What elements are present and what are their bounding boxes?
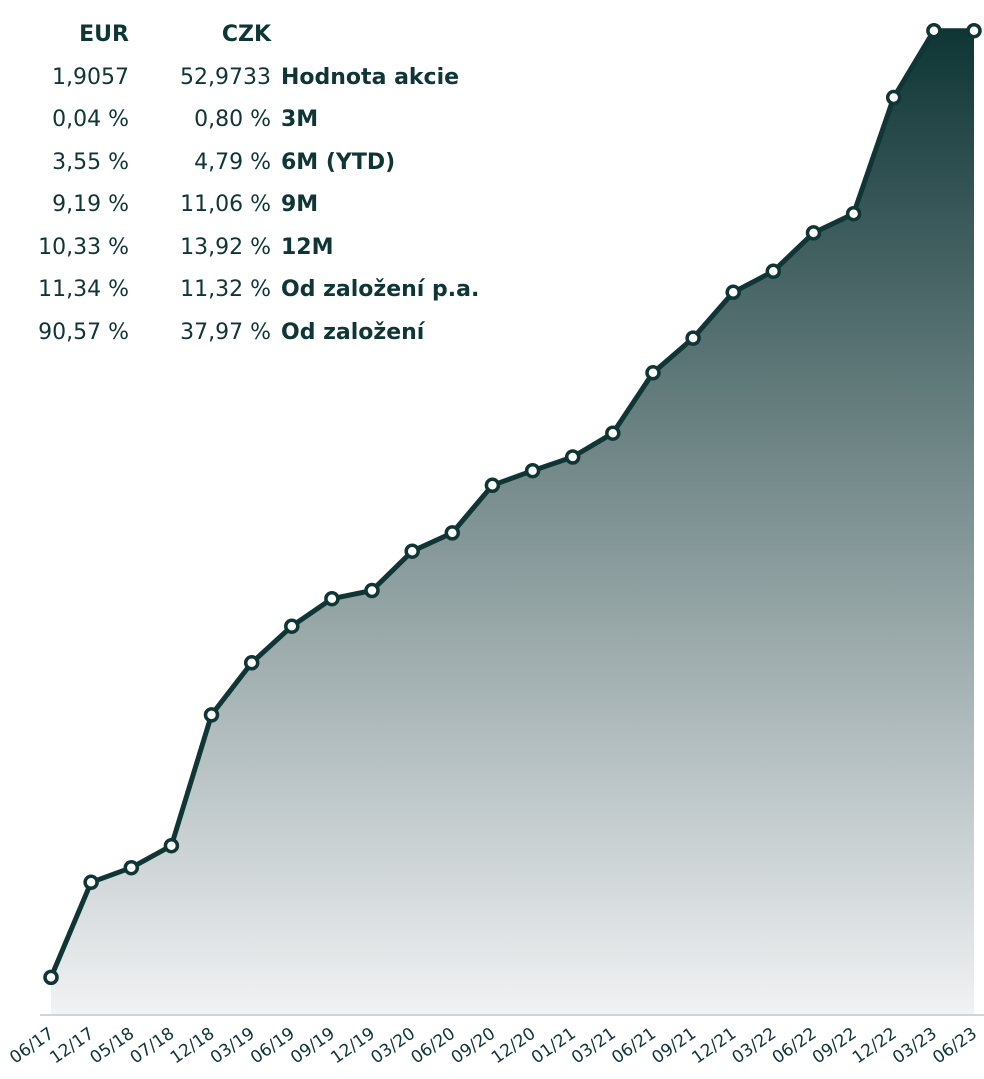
row-label: 12M (281, 234, 334, 260)
x-tick-label: 03/19 (207, 1024, 259, 1068)
x-tick-label: 12/17 (46, 1024, 98, 1068)
data-point-06-22 (805, 225, 822, 241)
x-tick-label: 06/19 (247, 1024, 299, 1068)
area-fill (51, 30, 974, 1014)
data-point-06-23 (966, 22, 982, 39)
eur-value: 90,57 % (38, 319, 129, 345)
x-tick-label: 05/18 (87, 1024, 139, 1068)
x-tick-label: 12/19 (327, 1024, 379, 1068)
data-markers (43, 22, 982, 986)
x-tick-label: 06/17 (6, 1024, 58, 1068)
czk-column-header: CZK (221, 22, 271, 47)
data-point-06-19 (284, 618, 300, 634)
x-tick-label: 01/21 (528, 1024, 580, 1068)
data-point-03-21 (605, 425, 621, 441)
czk-value: 13,92 % (180, 234, 271, 260)
data-point-03-23 (926, 22, 942, 39)
row-label: Od založení p.a. (281, 277, 480, 302)
x-tick-label: 09/21 (648, 1024, 700, 1068)
czk-value: 37,97 % (180, 319, 271, 345)
x-tick-label: 09/19 (287, 1024, 339, 1068)
stats-row-share-value: 1,9057 52,9733 Hodnota akcie (8, 57, 479, 100)
x-tick-labels: 06/1712/1705/1807/1812/1803/1906/1909/19… (6, 1024, 981, 1068)
row-label: Od založení (281, 319, 425, 345)
czk-value: 4,79 % (194, 149, 271, 175)
row-label: 6M (YTD) (281, 149, 396, 175)
x-tick-label: 03/21 (568, 1024, 620, 1068)
data-point-06-20 (444, 525, 461, 541)
x-tick-label: 06/21 (608, 1024, 660, 1068)
x-tick-label: 03/22 (729, 1024, 781, 1068)
data-point-03-19 (243, 655, 260, 671)
czk-value: 52,9733 (180, 64, 271, 90)
x-tick-label: 06/23 (929, 1024, 981, 1068)
row-label: 3M (281, 107, 319, 132)
x-tick-label: 12/21 (688, 1024, 740, 1068)
czk-value: 11,32 % (180, 277, 271, 302)
data-point-12-17 (83, 874, 99, 891)
row-label: Hodnota akcie (281, 64, 460, 90)
data-point-12-19 (364, 582, 380, 599)
row-label: 9M (281, 192, 319, 217)
eur-value: 1,9057 (52, 64, 129, 90)
data-point-12-21 (725, 284, 741, 301)
data-point-09-21 (685, 330, 701, 346)
data-point-12-20 (524, 462, 541, 479)
label-column-header (271, 14, 479, 57)
data-point-06-17 (43, 969, 59, 986)
czk-value: 11,06 % (180, 192, 271, 217)
stats-table: EUR CZK 1,9057 52,9733 Hodnota akcie 0,0… (8, 14, 479, 354)
data-point-03-20 (404, 543, 420, 559)
stats-header-row: EUR CZK (8, 14, 479, 57)
x-tick-label: 12/20 (488, 1024, 540, 1068)
stats-row-6m: 3,55 % 4,79 % 6M (YTD) (8, 142, 479, 185)
eur-value: 11,34 % (38, 277, 129, 302)
eur-column-header: EUR (79, 22, 129, 47)
eur-value: 0,04 % (52, 107, 129, 132)
stats-row-since-inception: 90,57 % 37,97 % Od založení (8, 312, 479, 355)
stats-row-9m: 9,19 % 11,06 % 9M (8, 184, 479, 227)
stats-row-12m: 10,33 % 13,92 % 12M (8, 227, 479, 270)
data-point-09-20 (484, 477, 501, 494)
eur-value: 9,19 % (52, 192, 129, 217)
data-point-09-19 (324, 590, 340, 607)
x-tick-label: 06/20 (408, 1024, 460, 1068)
data-point-09-22 (845, 205, 862, 222)
czk-value: 0,80 % (194, 107, 271, 132)
data-point-05-18 (123, 859, 140, 876)
stats-row-3m: 0,04 % 0,80 % 3M (8, 99, 479, 142)
x-tick-label: 12/22 (849, 1024, 901, 1068)
x-tick-label: 03/23 (889, 1024, 941, 1068)
x-tick-label: 03/20 (367, 1024, 419, 1068)
data-point-01-21 (564, 449, 581, 465)
x-tick-label: 06/22 (769, 1024, 821, 1068)
stats-row-since-inception-pa: 11,34 % 11,32 % Od založení p.a. (8, 269, 479, 312)
data-point-12-18 (203, 707, 220, 723)
eur-value: 10,33 % (38, 234, 129, 260)
data-point-06-21 (645, 365, 661, 381)
eur-value: 3,55 % (52, 149, 129, 175)
x-tick-label: 09/22 (809, 1024, 861, 1068)
data-point-03-22 (765, 263, 782, 280)
x-tick-label: 09/20 (448, 1024, 500, 1068)
data-point-07-18 (163, 837, 180, 854)
x-tick-label: 12/18 (167, 1024, 219, 1068)
x-tick-label: 07/18 (127, 1024, 179, 1068)
data-point-12-22 (885, 89, 902, 106)
